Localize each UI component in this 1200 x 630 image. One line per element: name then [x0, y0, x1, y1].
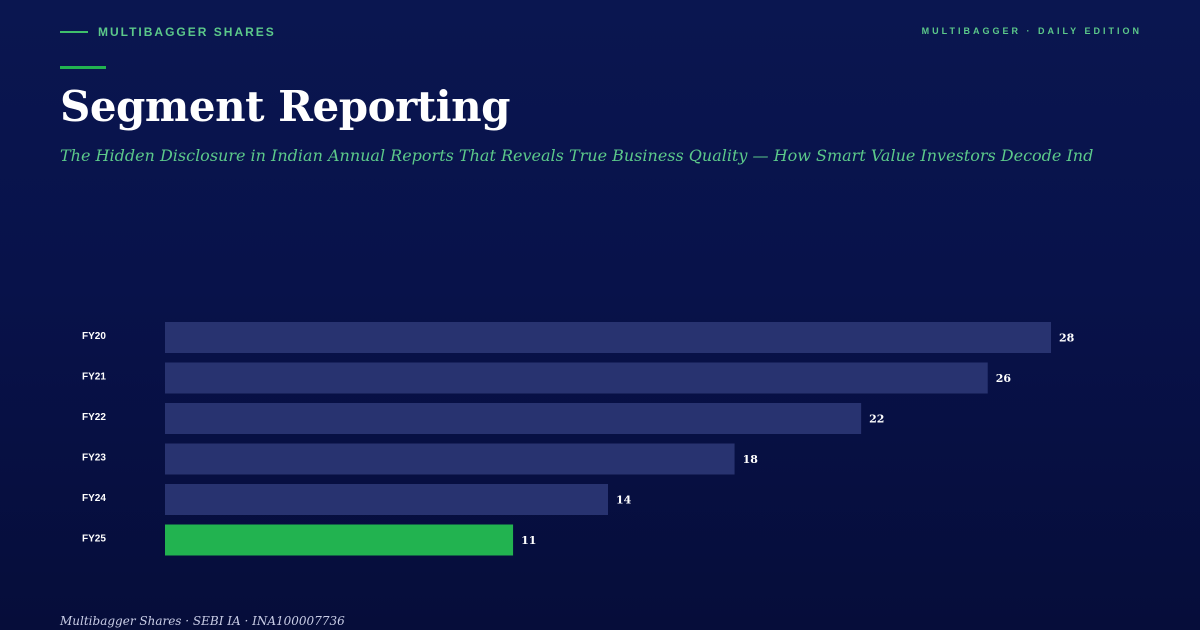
- category-label: FY21: [82, 372, 106, 383]
- footer-text: Multibagger Shares · SEBI IA · INA100007…: [60, 614, 345, 628]
- category-label: FY20: [82, 331, 106, 342]
- category-label: FY22: [82, 412, 106, 423]
- bar-fy20: [165, 322, 1051, 353]
- bar-fy23: [165, 443, 735, 475]
- category-label: FY23: [82, 453, 106, 464]
- brand: MULTIBAGGER SHARES: [60, 25, 276, 39]
- brand-name: MULTIBAGGER SHARES: [98, 25, 276, 39]
- accent-rule: [60, 66, 106, 69]
- bar-chart: FY20 28 FY21 26 FY22 22 FY23 18 FY24 14 FY25 11: [82, 322, 1075, 556]
- brand-line: [60, 31, 88, 33]
- value-label: 22: [869, 413, 884, 426]
- value-label: 11: [521, 534, 536, 547]
- bar-fy24: [165, 484, 608, 515]
- bar-fy22: [165, 403, 862, 434]
- page-subtitle: The Hidden Disclosure in Indian Annual R…: [60, 146, 1094, 165]
- value-label: 26: [996, 372, 1012, 385]
- category-label: FY25: [82, 534, 106, 545]
- category-label: FY24: [82, 493, 106, 504]
- page-title: Segment Reporting: [60, 82, 511, 131]
- bar-fy25: [165, 524, 514, 556]
- value-label: 28: [1059, 332, 1075, 345]
- edition-label: MULTIBAGGER · DAILY EDITION: [921, 26, 1142, 36]
- value-label: 14: [616, 494, 632, 507]
- bar-fy21: [165, 362, 988, 394]
- value-label: 18: [743, 453, 759, 466]
